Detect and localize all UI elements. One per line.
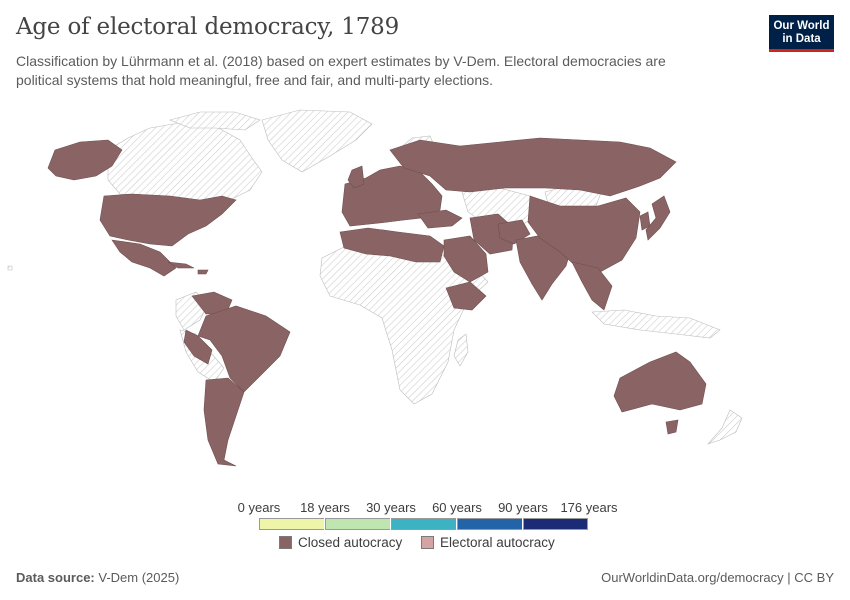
data-source-label: Data source:: [16, 570, 95, 585]
legend-bin-1[interactable]: [325, 518, 390, 530]
region-turkey: [417, 209, 463, 229]
region-north-africa: [339, 227, 445, 263]
legend-closed-autocracy[interactable]: Closed autocracy: [279, 535, 402, 550]
closed-autocracy-swatch: [279, 536, 292, 549]
arctic-islands-shape: [169, 111, 261, 131]
logo-line-1: Our World: [773, 20, 830, 32]
region-russia: [389, 137, 677, 197]
new-zealand-shape: [707, 409, 743, 445]
legend-bin-4[interactable]: [523, 518, 588, 530]
region-tasmania: [665, 419, 679, 435]
legend-tick-2: 30 years: [366, 500, 416, 515]
chart-subtitle: Classification by Lührmann et al. (2018)…: [16, 53, 666, 88]
region-paraguay-argentina: [203, 377, 245, 467]
source-url[interactable]: OurWorldinData.org/democracy | CC BY: [601, 570, 834, 585]
region-usa: [99, 193, 237, 247]
electoral-autocracy-label: Electoral autocracy: [440, 535, 555, 550]
region-brazil: [197, 305, 291, 393]
region-alaska: [47, 139, 123, 181]
logo-line-2: in Data: [782, 33, 821, 45]
region-australia: [613, 351, 707, 413]
legend-tick-0: 0 years: [237, 500, 281, 515]
region-europe: [341, 165, 443, 227]
legend-bin-2[interactable]: [391, 518, 456, 530]
region-mexico: [111, 239, 177, 277]
legend-tick-5: 176 years: [560, 500, 618, 515]
legend-tick-1: 18 years: [300, 500, 350, 515]
region-china: [527, 195, 641, 273]
world-map[interactable]: [0, 108, 850, 498]
data-source: Data source: V-Dem (2025): [16, 570, 179, 585]
indonesia-shape: [591, 309, 721, 339]
chart-title: Age of electoral democracy, 1789: [16, 14, 400, 40]
region-uk: [347, 165, 365, 189]
legend-bin-0[interactable]: [259, 518, 324, 530]
region-southeast-asia: [571, 261, 613, 311]
region-peru: [183, 329, 213, 365]
world-map-svg[interactable]: [0, 108, 850, 498]
legend-tick-4: 90 years: [498, 500, 548, 515]
closed-autocracy-regions[interactable]: [47, 137, 707, 467]
color-legend: 0 years 18 years 30 years 60 years 90 ye…: [237, 498, 640, 558]
region-cuba: [167, 261, 195, 269]
region-ethiopia: [445, 281, 487, 311]
greenland-shape: [261, 109, 373, 173]
alaska-island-dots: [7, 265, 13, 271]
owid-logo[interactable]: Our World in Data: [769, 15, 834, 52]
data-source-value: V-Dem (2025): [98, 570, 180, 585]
region-japan: [645, 195, 671, 241]
region-haiti: [197, 269, 209, 275]
closed-autocracy-label: Closed autocracy: [298, 535, 403, 550]
legend-tick-3: 60 years: [432, 500, 482, 515]
legend-bin-3[interactable]: [457, 518, 522, 530]
legend-electoral-autocracy[interactable]: Electoral autocracy: [421, 535, 555, 550]
canada-shape: [107, 121, 263, 206]
region-arabia: [443, 235, 489, 283]
region-venezuela: [191, 291, 233, 315]
electoral-autocracy-swatch: [421, 536, 434, 549]
madagascar-shape: [453, 333, 469, 367]
